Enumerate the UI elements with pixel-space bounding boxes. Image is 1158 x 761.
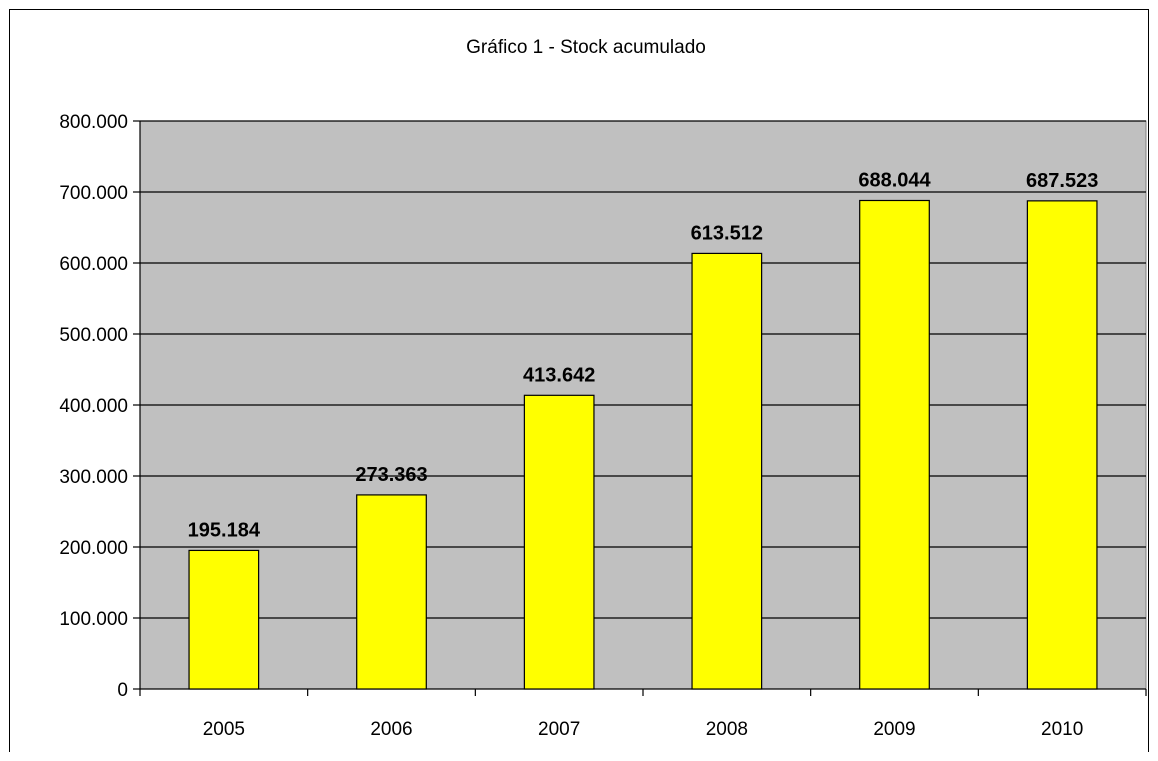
- y-tick-label: 400.000: [59, 396, 128, 417]
- axes: [133, 120, 1147, 696]
- bars: [188, 199, 1098, 690]
- x-tick-label: 2009: [873, 719, 915, 740]
- gridlines: [140, 120, 1146, 619]
- data-label: 613.512: [691, 222, 763, 244]
- x-tick-label: 2005: [203, 719, 245, 740]
- data-label: 195.184: [188, 519, 261, 541]
- chart-title: Gráfico 1 - Stock acumulado: [466, 37, 706, 58]
- y-tick-label: 300.000: [59, 467, 128, 488]
- y-tick-label: 200.000: [59, 538, 128, 559]
- x-tick-label: 2006: [370, 719, 412, 740]
- y-tick-label: 700.000: [59, 183, 128, 204]
- y-tick-label: 100.000: [59, 609, 128, 630]
- x-tick-label: 2007: [538, 719, 580, 740]
- x-tick-label: 2010: [1041, 719, 1083, 740]
- y-tick-label: 800.000: [59, 112, 128, 133]
- bar-2009: [859, 199, 930, 690]
- y-tick-label: 600.000: [59, 254, 128, 275]
- bar-2005: [188, 549, 260, 690]
- bar-2008: [691, 252, 763, 690]
- data-label: 688.044: [858, 169, 931, 191]
- y-tick-label: 0: [117, 680, 128, 701]
- data-label: 273.363: [355, 464, 427, 486]
- bar-2007: [523, 394, 595, 690]
- bar-2006: [356, 494, 427, 690]
- bar-2010: [1026, 200, 1098, 690]
- x-tick-label: 2008: [706, 719, 748, 740]
- y-tick-label: 500.000: [59, 325, 128, 346]
- labels: 0 100.000 200.000 300.000 400.000 500.000 600.…: [59, 112, 1098, 740]
- data-label: 413.642: [523, 364, 595, 386]
- data-label: 687.523: [1026, 170, 1098, 192]
